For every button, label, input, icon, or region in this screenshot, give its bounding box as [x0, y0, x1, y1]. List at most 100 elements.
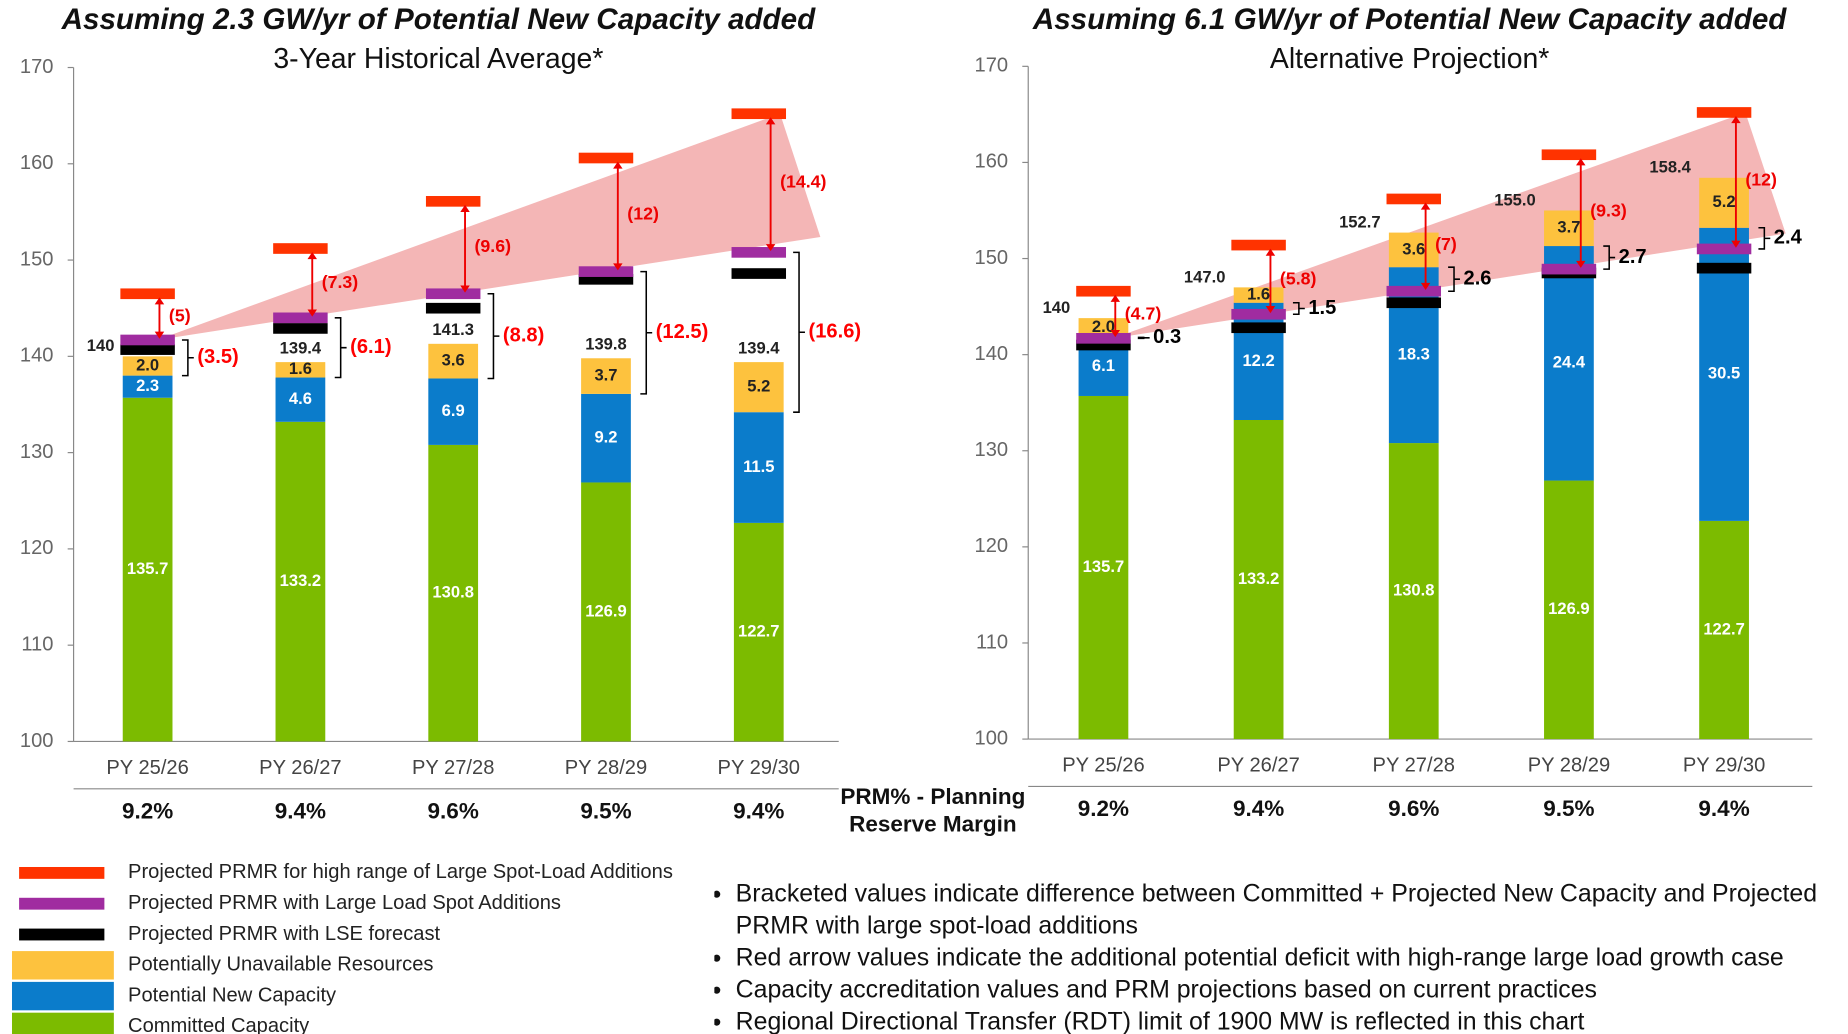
prm-value: 9.2% [1078, 796, 1129, 821]
segment-label: 30.5 [1708, 364, 1740, 383]
bar-segment [1388, 443, 1439, 740]
bar-segment [581, 358, 631, 394]
bar-segment [1078, 395, 1129, 740]
total-label: 155.0 [1494, 190, 1536, 209]
arrow-head [307, 252, 317, 317]
deficit-label: (7) [1435, 234, 1457, 254]
prmr-marker [578, 273, 634, 285]
segment-label: 4.6 [289, 389, 312, 408]
prmr-marker [1076, 332, 1131, 344]
bar-segment [122, 356, 173, 376]
bracket [1758, 227, 1771, 250]
segment-label: 135.7 [1083, 557, 1125, 576]
chart-subtitle: 3-Year Historical Average* [273, 43, 603, 75]
legend-swatch [19, 866, 105, 879]
x-tick-label: PY 25/26 [1062, 755, 1144, 777]
bar-segment [122, 397, 173, 742]
bracket-label: (16.6) [809, 321, 862, 343]
segment-label: 122.7 [738, 622, 780, 641]
bar-segment [1544, 246, 1594, 481]
bar-segment [428, 378, 479, 445]
total-label: 139.4 [280, 338, 322, 357]
segment-label: 24.4 [1553, 353, 1586, 372]
bar-segment [1544, 480, 1594, 740]
bracket [1448, 266, 1460, 292]
bar-segment [733, 412, 784, 523]
deficit-label: (12) [1745, 169, 1777, 189]
prmr-marker [425, 196, 481, 207]
segment-label: 5.2 [1713, 192, 1736, 211]
legend-swatch [19, 897, 105, 910]
bracket-label: (12.5) [656, 321, 709, 343]
legend-label: Committed Capacity [128, 1015, 310, 1034]
segment-label: 3.7 [594, 365, 617, 384]
segment-label: 126.9 [585, 601, 627, 620]
notes: Bracketed values indicate difference bet… [714, 878, 1847, 1034]
y-tick-label: 160 [20, 152, 54, 174]
bracket [640, 270, 653, 395]
segment-label: 9.2 [594, 428, 617, 447]
bar-segment [1233, 302, 1284, 421]
legend-swatch [11, 981, 114, 1011]
y-tick-label: 100 [20, 730, 54, 752]
segment-label: 6.1 [1092, 356, 1115, 375]
segment-label: 133.2 [280, 571, 322, 590]
bar-segment [1699, 227, 1749, 521]
total-label: 158.4 [1649, 158, 1691, 177]
segment-label: 130.8 [1393, 580, 1435, 599]
segment-label: 1.6 [289, 359, 312, 378]
bar-segment [275, 421, 326, 742]
x-tick-label: PY 25/26 [106, 757, 188, 779]
bracket [1292, 301, 1305, 316]
bar-segment [275, 377, 326, 422]
bracket [793, 251, 805, 413]
prmr-marker [1541, 263, 1597, 275]
deficit-label: (14.4) [780, 172, 826, 192]
x-tick-label: PY 28/29 [565, 757, 647, 779]
prm-label: PRM% - Planning Reserve Margin [840, 785, 1026, 838]
chart-title: Assuming 2.3 GW/yr of Potential New Capa… [61, 3, 816, 36]
prm-value: 9.4% [733, 798, 784, 823]
legend-label: Projected PRMR for high range of Large S… [128, 861, 673, 883]
total-label: 152.7 [1339, 212, 1381, 231]
deficit-label: (5.8) [1280, 268, 1317, 288]
x-tick-label: PY 29/30 [718, 757, 800, 779]
segment-label: 2.0 [136, 355, 159, 374]
note: Bracketed values indicate difference bet… [736, 878, 1848, 942]
y-tick-label: 150 [975, 247, 1009, 269]
segment-label: 133.2 [1238, 569, 1280, 588]
prmr-marker [425, 288, 481, 300]
segment-label: 5.2 [747, 377, 770, 396]
prm-value: 9.2% [122, 798, 173, 823]
y-tick-label: 110 [976, 631, 1008, 653]
prm-value: 9.4% [1233, 796, 1284, 821]
bracket [181, 339, 194, 377]
prmr-marker [1076, 339, 1131, 351]
total-label: 139.4 [738, 338, 780, 357]
prm-value: 9.5% [1543, 796, 1594, 821]
total-label: 141.3 [432, 320, 474, 339]
legend-label: Projected PRMR with LSE forecast [128, 923, 440, 945]
bracket-label: 0.3 [1153, 326, 1181, 348]
prmr-marker [1696, 107, 1752, 118]
y-tick-label: 120 [975, 535, 1009, 557]
legend-label: Potential New Capacity [128, 984, 337, 1006]
x-tick-label: PY 27/28 [412, 757, 494, 779]
y-tick-label: 150 [20, 248, 54, 270]
prmr-marker [578, 152, 634, 164]
y-tick-label: 170 [20, 56, 54, 78]
legend-label: Potentially Unavailable Resources [128, 954, 433, 976]
prmr-marker [273, 312, 328, 324]
prmr-marker [1076, 285, 1131, 297]
bar-segment [428, 343, 479, 379]
prm-header: PRM% - Planning Reserve Margin [840, 785, 1026, 838]
x-tick-label: PY 28/29 [1528, 755, 1610, 777]
notes-box: Bracketed values indicate difference bet… [714, 878, 1847, 1034]
prmr-marker [731, 247, 787, 258]
bracket [334, 317, 347, 379]
total-label: 147.0 [1184, 267, 1226, 286]
prmr-marker [1696, 262, 1752, 274]
deficit-band [1112, 112, 1786, 339]
prmr-marker [1231, 239, 1286, 251]
bracket [1137, 336, 1150, 340]
